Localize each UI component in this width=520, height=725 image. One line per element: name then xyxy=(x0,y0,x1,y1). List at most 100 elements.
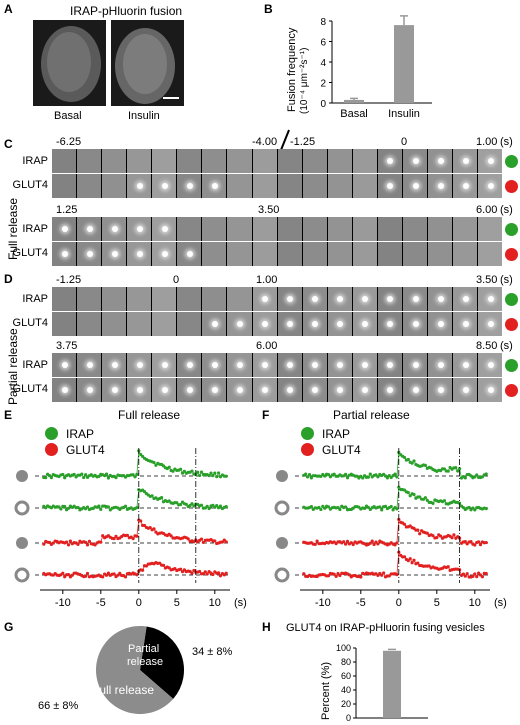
movie-frame xyxy=(277,287,302,311)
vesicle-spot xyxy=(186,183,193,190)
movie-frame xyxy=(202,217,227,241)
movie-frame xyxy=(77,217,102,241)
movie-frame xyxy=(52,217,77,241)
movie-frame xyxy=(453,174,478,198)
trace-line xyxy=(303,518,487,546)
vesicle-spot xyxy=(387,387,394,394)
movie-frame xyxy=(127,378,152,402)
pie-full-value: 66 ± 8% xyxy=(38,700,79,712)
trace-line xyxy=(303,551,487,578)
movie-frame xyxy=(377,174,402,198)
movie-frame xyxy=(77,378,102,402)
vesicle-spot xyxy=(462,362,469,369)
trace-point xyxy=(484,507,488,511)
movie-frame xyxy=(152,287,177,311)
movie-frame xyxy=(252,242,277,266)
movie-frame xyxy=(377,378,402,402)
movie-frame xyxy=(402,174,427,198)
movie-frame xyxy=(427,312,452,336)
movie-frame xyxy=(427,174,452,198)
vesicle-spot xyxy=(161,362,168,369)
movie-frame xyxy=(327,217,352,241)
movie-frame xyxy=(478,174,503,198)
panel-f-title: Partial release xyxy=(333,408,410,422)
d-strip-irap-2 xyxy=(52,353,503,377)
movie-frame xyxy=(102,174,127,198)
movie-frame xyxy=(427,242,452,266)
legend-irap-label: IRAP xyxy=(66,427,95,441)
trace-line xyxy=(303,486,487,511)
movie-frame xyxy=(102,353,127,377)
x-tick-label: 0 xyxy=(136,597,142,609)
movie-frame xyxy=(177,378,202,402)
movie-frame xyxy=(453,287,478,311)
vesicle-spot xyxy=(136,387,143,394)
movie-frame xyxy=(127,287,152,311)
movie-frame xyxy=(77,353,102,377)
movie-frame xyxy=(102,149,127,173)
vesicle-spot xyxy=(161,226,168,233)
chart-f: -10 -5 0 5 10 (s) xyxy=(274,448,507,609)
movie-frame xyxy=(402,242,427,266)
vesicle-spot xyxy=(387,183,394,190)
movie-frame xyxy=(252,149,277,173)
movie-frame xyxy=(52,378,77,402)
movie-frame xyxy=(202,149,227,173)
d-time-2: 1.00 xyxy=(256,274,278,286)
vesicle-spot xyxy=(412,321,419,328)
movie-frame xyxy=(377,353,402,377)
movie-frame xyxy=(427,353,452,377)
legend-glut4-label: GLUT4 xyxy=(66,443,105,457)
vesicle-spot xyxy=(86,362,93,369)
movie-frame xyxy=(427,149,452,173)
movie-frame xyxy=(227,217,252,241)
vesicle-spot xyxy=(237,387,244,394)
bar xyxy=(394,25,414,104)
movie-frame xyxy=(277,174,302,198)
ring-icon xyxy=(274,500,290,516)
y-tick-label: 100 xyxy=(336,643,351,653)
movie-frame xyxy=(377,217,402,241)
vesicle-spot xyxy=(212,321,218,328)
c-time-0: -6.25 xyxy=(56,136,82,148)
movie-frame xyxy=(227,287,252,311)
filled-circle-icon xyxy=(16,470,28,482)
movie-frame xyxy=(127,217,152,241)
micrograph-insulin xyxy=(111,20,184,106)
movie-frame xyxy=(127,174,152,198)
movie-frame xyxy=(227,174,252,198)
movie-frame xyxy=(402,217,427,241)
panel-label-b: B xyxy=(264,2,273,16)
irap-dot xyxy=(505,223,518,236)
movie-frame xyxy=(478,242,503,266)
movie-frame xyxy=(327,378,352,402)
d-time-0: -1.25 xyxy=(56,274,82,286)
category-label: Basal xyxy=(340,108,368,120)
x-tick-label: -5 xyxy=(96,597,106,609)
movie-frame xyxy=(277,312,302,336)
irap-dot xyxy=(505,359,518,372)
vesicle-spot xyxy=(462,183,469,190)
vesicle-spot xyxy=(212,362,218,369)
bar xyxy=(383,650,401,718)
movie-frame xyxy=(252,287,277,311)
movie-frame xyxy=(377,149,402,173)
vesicle-spot xyxy=(462,296,469,303)
movie-frame xyxy=(252,174,277,198)
legend-irap-marker xyxy=(301,427,314,440)
bar xyxy=(344,99,364,103)
movie-frame xyxy=(277,242,302,266)
caption-insulin: Insulin xyxy=(128,110,160,122)
vesicle-spot xyxy=(487,183,494,190)
legend-glut4-marker xyxy=(301,443,314,456)
movie-frame xyxy=(152,149,177,173)
movie-frame xyxy=(127,353,152,377)
vesicle-spot xyxy=(111,387,118,394)
vesicle-spot xyxy=(412,183,419,190)
d-unit-2: (s) xyxy=(500,340,513,352)
vesicle-spot xyxy=(136,362,143,369)
legend-irap-label: IRAP xyxy=(322,427,351,441)
vesicle-spot xyxy=(437,158,444,165)
c-unit-2: (s) xyxy=(500,204,513,216)
vesicle-spot xyxy=(387,362,394,369)
